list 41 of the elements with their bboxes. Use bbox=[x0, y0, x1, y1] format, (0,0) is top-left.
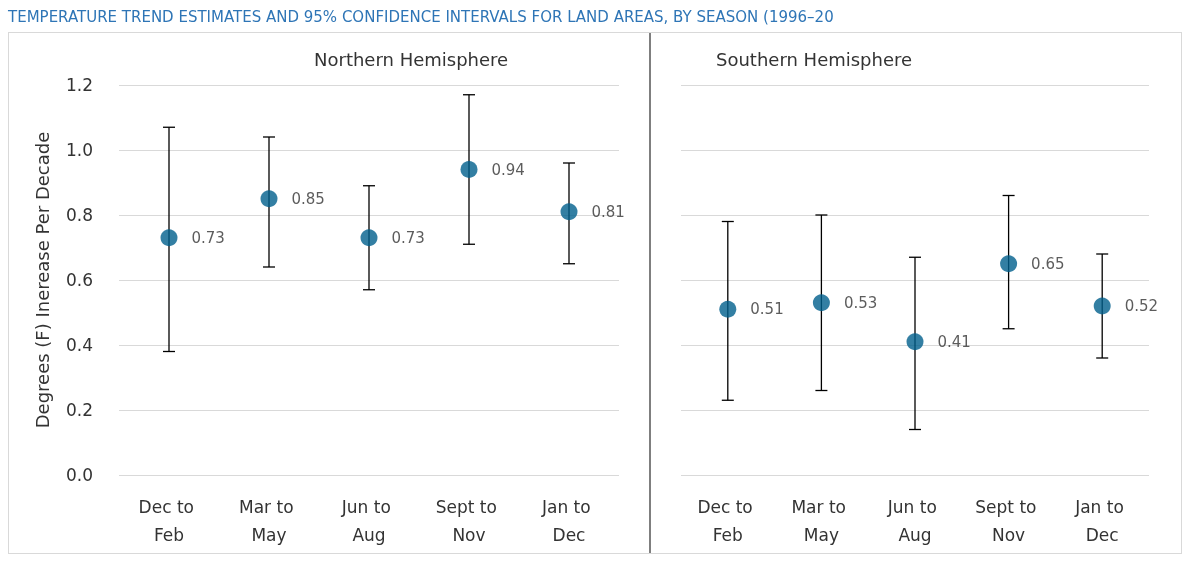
data-label: 0.41 bbox=[937, 332, 971, 351]
x-tick-label: Dec to Feb bbox=[697, 497, 759, 545]
y-tick-label: 0.6 bbox=[65, 270, 93, 290]
data-label: 0.94 bbox=[491, 160, 525, 179]
point bbox=[560, 203, 578, 221]
point bbox=[1000, 255, 1018, 273]
x-tick-label: Mar to May bbox=[239, 497, 299, 545]
y-tick-label: 0.4 bbox=[65, 335, 93, 355]
chart-title: Northern Hemisphere bbox=[314, 48, 509, 70]
data-label: 0.65 bbox=[1031, 254, 1065, 273]
y-tick-label: 0.0 bbox=[65, 465, 93, 485]
point bbox=[160, 229, 178, 247]
data-label: 0.85 bbox=[291, 189, 325, 208]
x-tick-label: Jun to Aug bbox=[886, 497, 943, 545]
data-label: 0.73 bbox=[391, 228, 425, 247]
data-label: 0.81 bbox=[591, 202, 625, 221]
point bbox=[812, 294, 830, 312]
point bbox=[260, 190, 278, 208]
x-tick-label: Dec to Feb bbox=[138, 497, 200, 545]
y-tick-label: 1.0 bbox=[65, 140, 93, 160]
x-tick-label: Mar to May bbox=[791, 497, 852, 545]
data-label: 0.53 bbox=[843, 293, 878, 312]
point bbox=[1093, 297, 1111, 315]
x-tick-label: Jan to Dec bbox=[1074, 497, 1130, 545]
x-tick-label: Jun to Aug bbox=[340, 497, 397, 545]
x-tick-label: Sept to Nov bbox=[975, 497, 1042, 545]
y-axis-title: Degrees (F) Inerease Per Decade bbox=[31, 131, 53, 429]
point bbox=[360, 229, 378, 247]
text: TEMPERATURE TREND ESTIMATES AND 95% CONFIDENCE INTERVALS FOR LAND AREAS, BY SEASON (1996–20 bbox=[8, 8, 835, 26]
y-tick-label: 0.8 bbox=[65, 205, 93, 225]
x-tick-label: Sept to Nov bbox=[435, 497, 503, 545]
data-label: 0.51 bbox=[750, 300, 784, 319]
point bbox=[460, 161, 478, 178]
y-tick-label: 0.2 bbox=[65, 400, 93, 420]
data-label: 0.73 bbox=[191, 228, 225, 247]
data-label: 0.52 bbox=[1124, 297, 1159, 315]
y-tick-label: 1.2 bbox=[65, 75, 93, 95]
x-tick-label: Jan to Dec bbox=[540, 497, 597, 545]
chart-title: Southern Hemisphere bbox=[716, 48, 913, 70]
point bbox=[906, 333, 924, 351]
point bbox=[719, 300, 737, 318]
